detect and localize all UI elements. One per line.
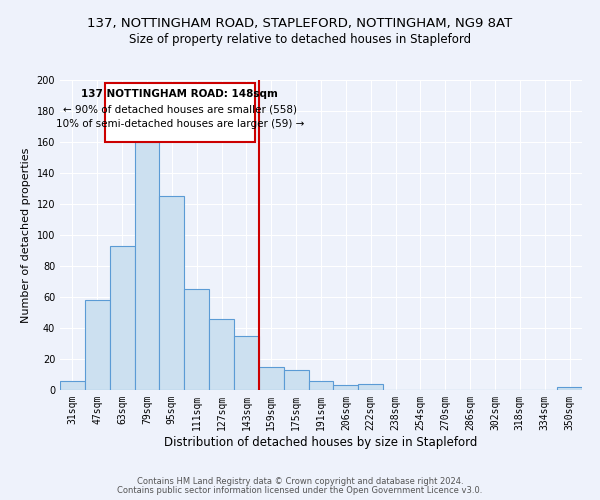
Bar bbox=[209, 318, 234, 390]
Text: Contains public sector information licensed under the Open Government Licence v3: Contains public sector information licen… bbox=[118, 486, 482, 495]
Bar bbox=[358, 384, 383, 390]
Text: 10% of semi-detached houses are larger (59) →: 10% of semi-detached houses are larger (… bbox=[56, 118, 304, 128]
Bar bbox=[60, 380, 85, 390]
Text: Contains HM Land Registry data © Crown copyright and database right 2024.: Contains HM Land Registry data © Crown c… bbox=[137, 477, 463, 486]
Text: Size of property relative to detached houses in Stapleford: Size of property relative to detached ho… bbox=[129, 32, 471, 46]
Bar bbox=[110, 246, 134, 390]
Bar bbox=[557, 387, 582, 390]
FancyBboxPatch shape bbox=[105, 83, 255, 142]
Bar bbox=[334, 386, 358, 390]
Y-axis label: Number of detached properties: Number of detached properties bbox=[21, 148, 31, 322]
Text: 137 NOTTINGHAM ROAD: 148sqm: 137 NOTTINGHAM ROAD: 148sqm bbox=[82, 90, 278, 100]
Bar bbox=[284, 370, 308, 390]
Bar bbox=[259, 367, 284, 390]
Text: ← 90% of detached houses are smaller (558): ← 90% of detached houses are smaller (55… bbox=[63, 104, 297, 114]
Bar bbox=[160, 196, 184, 390]
Bar bbox=[308, 380, 334, 390]
Bar bbox=[85, 300, 110, 390]
X-axis label: Distribution of detached houses by size in Stapleford: Distribution of detached houses by size … bbox=[164, 436, 478, 448]
Text: 137, NOTTINGHAM ROAD, STAPLEFORD, NOTTINGHAM, NG9 8AT: 137, NOTTINGHAM ROAD, STAPLEFORD, NOTTIN… bbox=[88, 18, 512, 30]
Bar bbox=[134, 142, 160, 390]
Bar bbox=[184, 289, 209, 390]
Bar bbox=[234, 336, 259, 390]
